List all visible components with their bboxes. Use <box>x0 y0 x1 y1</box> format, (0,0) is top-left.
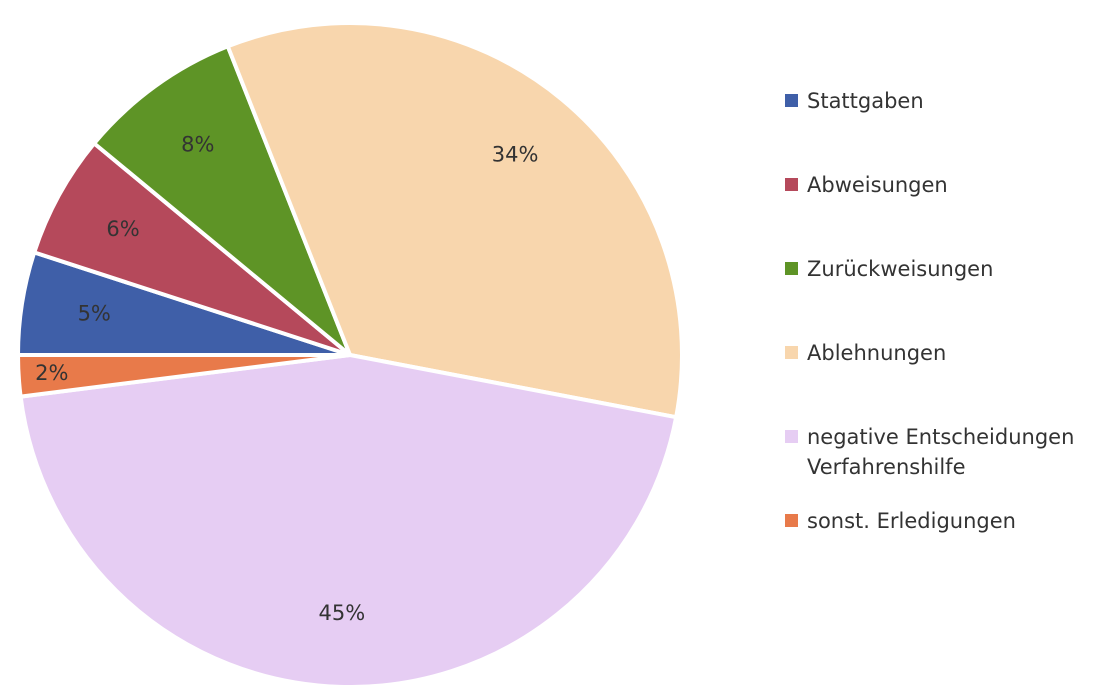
pie: 5% 6% 8% 34% 45% 2% <box>15 21 684 685</box>
legend-swatch <box>785 430 798 443</box>
legend: Stattgaben Abweisungen Zurückweisungen Able… <box>785 86 1085 590</box>
legend-item: Abweisungen <box>785 170 1085 254</box>
slice-label: 2% <box>35 361 68 385</box>
legend-label: Ablehnungen <box>807 341 947 365</box>
pie-slice <box>18 352 679 685</box>
legend-item: Stattgaben <box>785 86 1085 170</box>
legend-label: sonst. Erledigungen <box>807 509 1016 533</box>
legend-swatch <box>785 94 798 107</box>
legend-item: Ablehnungen <box>785 338 1085 422</box>
legend-item: sonst. Erledigungen <box>785 506 1085 590</box>
slice-label: 8% <box>181 132 214 156</box>
legend-item: negative Entscheidungen Verfahrenshilfe <box>785 422 1085 506</box>
pie-slice <box>91 43 352 357</box>
pie-slice <box>15 353 351 399</box>
legend-swatch <box>785 178 798 191</box>
slice-label: 45% <box>319 601 366 625</box>
pie-slice <box>225 21 684 420</box>
slice-label: 6% <box>106 217 139 241</box>
slice-label: 34% <box>492 142 539 166</box>
legend-item: Zurückweisungen <box>785 254 1085 338</box>
pie-slice <box>31 140 352 357</box>
slice-label: 5% <box>78 301 111 325</box>
legend-swatch <box>785 262 798 275</box>
legend-label: Stattgaben <box>807 89 924 113</box>
legend-swatch <box>785 346 798 359</box>
legend-swatch <box>785 514 798 527</box>
legend-label: Zurückweisungen <box>807 257 994 281</box>
legend-label: Abweisungen <box>807 173 948 197</box>
legend-label: negative Entscheidungen Verfahrenshilfe <box>807 425 1075 479</box>
